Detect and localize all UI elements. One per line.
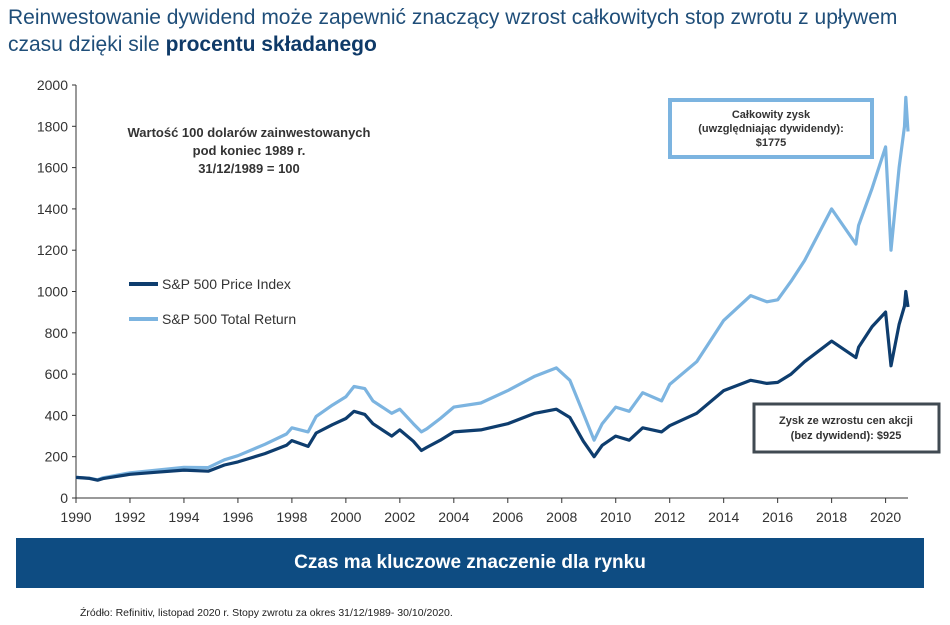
annotation-line-1: Wartość 100 dolarów zainwestowanych [128, 125, 371, 140]
y-tick-label: 1600 [37, 160, 68, 176]
y-tick-label: 1200 [37, 242, 68, 258]
x-tick-label: 2010 [600, 509, 631, 525]
y-tick-label: 600 [45, 366, 69, 382]
y-tick-label: 200 [45, 449, 69, 465]
callout-total-box [668, 98, 874, 159]
x-tick-label: 2008 [546, 509, 577, 525]
y-tick-label: 0 [60, 490, 68, 506]
callout-price-line-1: Zysk ze wzrostu cen akcji [779, 415, 913, 427]
legend: S&P 500 Price Index S&P 500 Total Return [129, 276, 296, 327]
legend-label-total: S&P 500 Total Return [162, 311, 296, 327]
source-note: Źródło: Refinitiv, listopad 2020 r. Stop… [80, 607, 453, 619]
x-tick-label: 1990 [60, 509, 91, 525]
y-tick-label: 2000 [37, 77, 68, 93]
x-tick-label: 1992 [114, 509, 145, 525]
y-tick-label: 400 [45, 407, 69, 423]
x-tick-label: 2014 [708, 509, 739, 525]
x-tick-label: 2000 [330, 509, 361, 525]
callout-price-return: Zysk ze wzrostu cen akcji (bez dywidend)… [752, 402, 941, 454]
callout-total-return: Całkowity zysk (uwzględniając dywidendy)… [668, 98, 874, 159]
x-tick-label: 1994 [168, 509, 199, 525]
title-bold-text: procentu składanego [165, 33, 377, 56]
y-tick-label: 1000 [37, 284, 68, 300]
annotation-line-3: 31/12/1989 = 100 [198, 161, 300, 176]
x-tick-label: 2016 [762, 509, 793, 525]
chart-title: Reinwestowanie dywidend może zapewnić zn… [8, 4, 948, 58]
x-tick-label: 1998 [276, 509, 307, 525]
series-line-price-index [75, 289, 910, 482]
x-tick-label: 1996 [222, 509, 253, 525]
banner: Czas ma kluczowe znaczenie dla rynku [16, 538, 924, 588]
x-tick-label: 2004 [438, 509, 469, 525]
legend-label-price: S&P 500 Price Index [162, 276, 291, 292]
chart-axes: 0 200 400 600 800 1000 1200 1400 1600 1800 2000 199… [37, 77, 908, 525]
line-chart: 0 200 400 600 800 1000 1200 1400 1600 1800 2000 199… [37, 77, 941, 525]
annotation-line-2: pod koniec 1989 r. [193, 143, 306, 158]
callout-total-line-2: (uwzględniając dywidendy): [698, 123, 843, 135]
series-line-total-return [75, 95, 910, 482]
x-tick-label: 2012 [654, 509, 685, 525]
x-tick-label: 2006 [492, 509, 523, 525]
callout-price-line-2: (bez dywidend): $925 [791, 430, 902, 442]
x-tick-label: 2002 [384, 509, 415, 525]
callout-price-box [752, 402, 941, 454]
callout-total-line-1: Całkowity zysk [732, 109, 811, 121]
y-tick-label: 1800 [37, 118, 68, 134]
x-tick-label: 2020 [870, 509, 901, 525]
y-tick-label: 800 [45, 325, 69, 341]
chart-lines [75, 95, 910, 482]
y-tick-label: 1400 [37, 201, 68, 217]
title-text: Reinwestowanie dywidend może zapewnić zn… [8, 6, 898, 56]
callout-total-line-3: $1775 [756, 137, 787, 149]
x-tick-label: 2018 [816, 509, 847, 525]
